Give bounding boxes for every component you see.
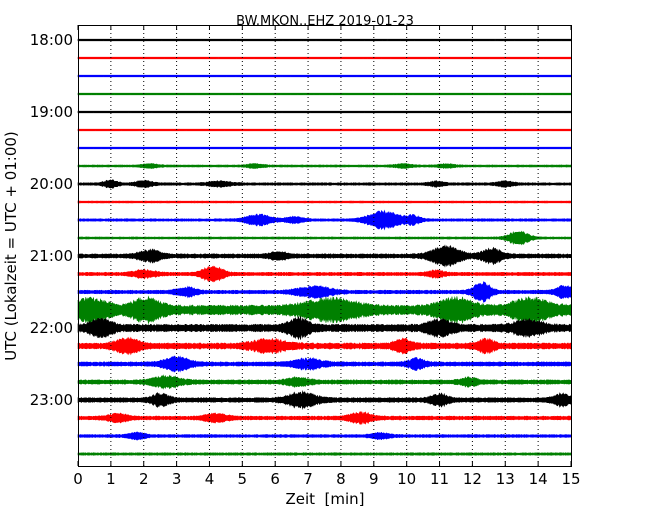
- trace-2000: [77, 179, 572, 189]
- x-tick-label: 0: [73, 470, 83, 488]
- x-tick-label: 13: [496, 470, 515, 488]
- plot-frame: [78, 25, 572, 467]
- trace-1830: [77, 74, 572, 78]
- y-tick-label: 19:00: [30, 103, 73, 121]
- trace-2015: [77, 200, 572, 204]
- trace-2100: [77, 244, 572, 268]
- trace-1815: [77, 56, 572, 60]
- x-axis-label: Zeit [min]: [285, 490, 364, 508]
- trace-2030: [77, 209, 572, 231]
- y-tick-label: 22:00: [30, 319, 73, 337]
- x-tick-label: 1: [106, 470, 116, 488]
- chart-title: BW.MKON..EHZ 2019-01-23: [236, 14, 414, 29]
- x-tick-label: 4: [205, 470, 215, 488]
- y-tick-label: 18:00: [30, 31, 73, 49]
- x-tick-label: 10: [397, 470, 416, 488]
- x-tick-label: 15: [561, 470, 580, 488]
- y-tick-label: 20:00: [30, 175, 73, 193]
- trace-1800: [77, 38, 572, 42]
- x-axis: 0 1 2 3 4 5 6 7 8 9 10 11 12 13 14 15: [73, 25, 581, 488]
- x-tick-label: 5: [238, 470, 248, 488]
- grid-lines: [110, 25, 539, 466]
- trace-2245: [77, 374, 572, 390]
- x-tick-label: 2: [139, 470, 149, 488]
- trace-2230: [77, 355, 572, 373]
- trace-2300: [77, 390, 572, 410]
- trace-1915: [77, 128, 572, 132]
- trace-2345: [77, 452, 572, 456]
- x-tick-label: 7: [303, 470, 313, 488]
- trace-1845: [77, 92, 572, 96]
- trace-2215: [77, 336, 572, 356]
- plot-area: [77, 25, 572, 467]
- trace-2330: [77, 431, 572, 441]
- trace-2115: [77, 265, 572, 283]
- x-tick-label: 8: [336, 470, 346, 488]
- trace-1945: [77, 162, 572, 170]
- trace-1930: [77, 146, 572, 150]
- x-tick-label: 14: [529, 470, 548, 488]
- y-axis-label: UTC (Lokalzeit = UTC + 01:00): [2, 131, 20, 361]
- trace-2315: [77, 410, 572, 426]
- x-tick-label: 6: [270, 470, 280, 488]
- trace-2145: [77, 295, 572, 325]
- x-tick-label: 12: [463, 470, 482, 488]
- x-tick-label: 11: [430, 470, 449, 488]
- y-axis: 18:00 19:00 20:00 21:00 22:00 23:00: [30, 31, 571, 409]
- y-tick-label: 21:00: [30, 247, 73, 265]
- trace-group: [77, 38, 572, 456]
- trace-1900: [77, 110, 572, 114]
- trace-2045: [77, 230, 572, 246]
- x-tick-label: 9: [369, 470, 379, 488]
- x-tick-label: 3: [172, 470, 182, 488]
- y-tick-label: 23:00: [30, 391, 73, 409]
